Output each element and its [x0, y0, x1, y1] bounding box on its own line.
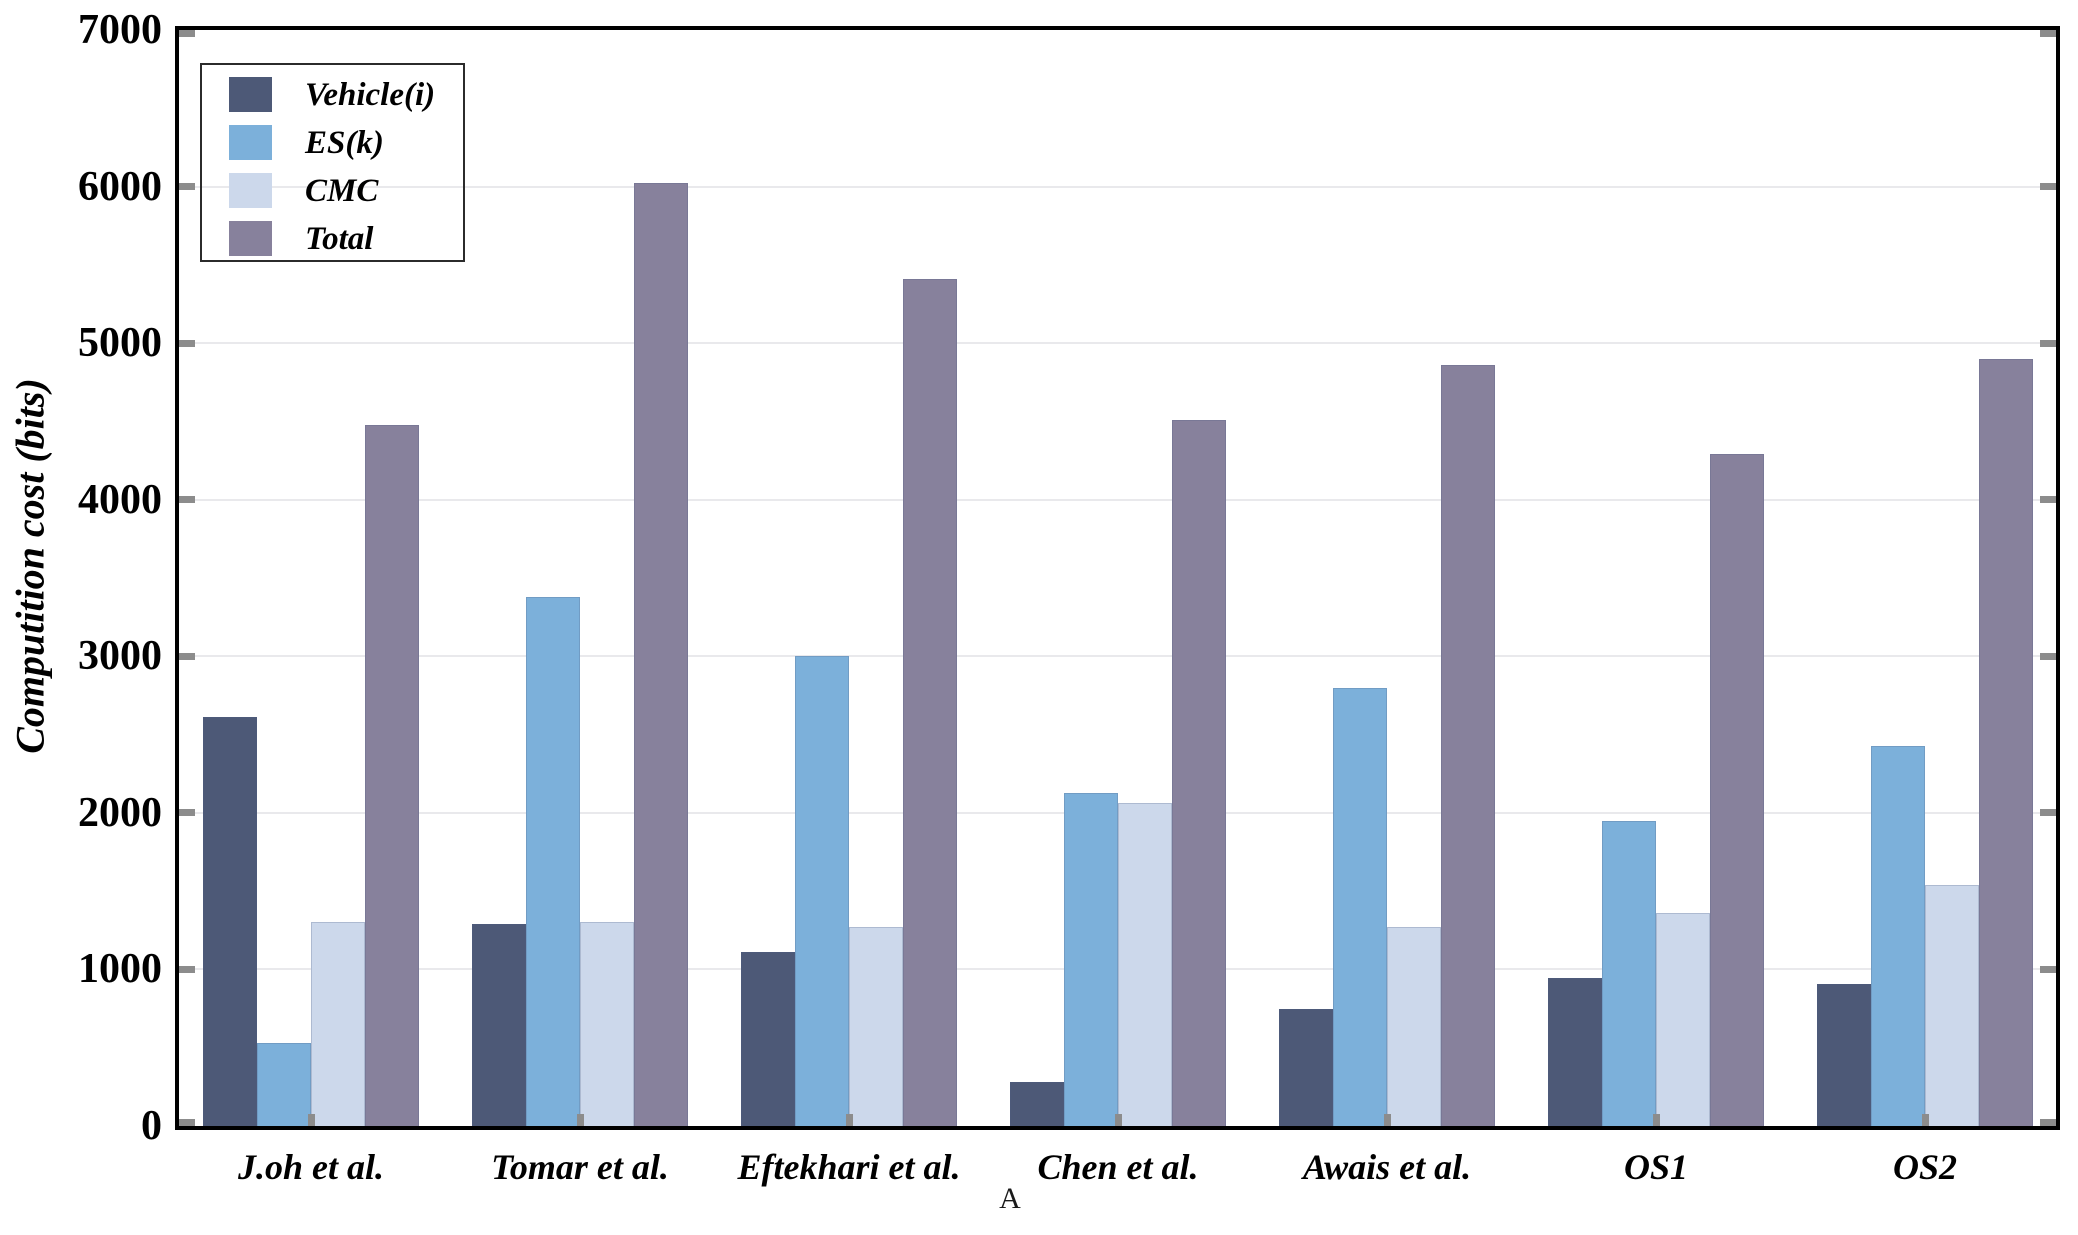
- bar-total-awais-et-al: [1441, 365, 1495, 1126]
- bar-vehicle-i-os2: [1817, 983, 1871, 1126]
- y-tick-right-5000: [2040, 339, 2056, 347]
- y-tick-right-1000: [2040, 965, 2056, 973]
- legend-swatch-vehicle-i: [229, 77, 272, 112]
- legend-item-vehicle-i: Vehicle(i): [202, 75, 463, 119]
- y-tick-left-5000: [179, 339, 195, 347]
- gridline-4000: [179, 498, 2056, 501]
- legend-item-total: Total: [202, 219, 463, 263]
- y-tick-label-3000: 3000: [78, 633, 162, 680]
- y-tick-right-0: [2040, 1119, 2056, 1126]
- bar-es-k-os1: [1602, 820, 1656, 1126]
- bar-cmc-tomar-et-al: [580, 922, 634, 1126]
- legend-swatch-total: [229, 221, 272, 256]
- x-tick-label-os1: OS1: [1623, 1147, 1689, 1187]
- legend-label-total: Total: [305, 221, 374, 257]
- bar-total-os2: [1979, 358, 2033, 1126]
- legend-item-es-k: ES(k): [202, 123, 463, 167]
- bar-total-os1: [1710, 454, 1764, 1126]
- y-tick-left-0: [179, 1119, 195, 1126]
- legend: Vehicle(i) ES(k) CMC Total: [200, 63, 465, 262]
- bar-es-k-os2: [1871, 745, 1925, 1126]
- legend-swatch-cmc: [229, 173, 272, 208]
- bar-vehicle-i-chen-et-al: [1010, 1082, 1064, 1126]
- y-tick-label-1000: 1000: [78, 946, 162, 993]
- gridline-5000: [179, 342, 2056, 345]
- gridline-6000: [179, 185, 2056, 188]
- bar-vehicle-i-j-oh-et-al: [203, 717, 257, 1126]
- x-tick-os1: [1652, 1114, 1660, 1126]
- x-tick-eftekhari-et-al: [845, 1114, 853, 1126]
- x-tick-label-awais-et-al: Awais et al.: [1302, 1147, 1472, 1187]
- x-tick-awais-et-al: [1383, 1114, 1391, 1126]
- y-tick-label-4000: 4000: [78, 476, 162, 523]
- x-tick-label-chen-et-al: Chen et al.: [1037, 1147, 1199, 1187]
- y-tick-left-3000: [179, 652, 195, 660]
- legend-label-vehicle-i: Vehicle(i): [305, 77, 436, 113]
- bar-es-k-eftekhari-et-al: [795, 656, 849, 1126]
- x-tick-label-eftekhari-et-al: Eftekhari et al.: [737, 1147, 961, 1187]
- y-tick-left-7000: [179, 30, 195, 37]
- bar-cmc-eftekhari-et-al: [849, 927, 903, 1126]
- y-tick-label-5000: 5000: [78, 320, 162, 367]
- bar-cmc-os2: [1925, 884, 1979, 1126]
- y-tick-right-2000: [2040, 809, 2056, 817]
- y-tick-left-6000: [179, 183, 195, 191]
- bar-cmc-awais-et-al: [1387, 927, 1441, 1126]
- y-tick-left-4000: [179, 496, 195, 504]
- y-tick-label-0: 0: [141, 1103, 162, 1149]
- gridline-3000: [179, 655, 2056, 658]
- x-tick-label-tomar-et-al: Tomar et al.: [491, 1147, 669, 1187]
- bar-es-k-awais-et-al: [1333, 687, 1387, 1126]
- bar-total-j-oh-et-al: [365, 424, 419, 1126]
- x-tick-label-os2: OS2: [1892, 1147, 1958, 1187]
- bar-cmc-os1: [1656, 913, 1710, 1126]
- legend-label-es-k: ES(k): [305, 125, 384, 161]
- bar-total-chen-et-al: [1172, 419, 1226, 1126]
- bar-vehicle-i-eftekhari-et-al: [741, 952, 795, 1126]
- y-tick-label-7000: 7000: [78, 7, 162, 53]
- bar-vehicle-i-tomar-et-al: [472, 924, 526, 1126]
- x-tick-os2: [1921, 1114, 1929, 1126]
- y-tick-right-6000: [2040, 183, 2056, 191]
- bar-total-tomar-et-al: [634, 183, 688, 1126]
- x-tick-tomar-et-al: [576, 1114, 584, 1126]
- plot-area: [175, 26, 2060, 1130]
- subfigure-caption: A: [999, 1182, 1021, 1215]
- legend-label-cmc: CMC: [305, 173, 379, 209]
- bar-es-k-j-oh-et-al: [257, 1043, 311, 1126]
- x-tick-label-j-oh-et-al: J.oh et al.: [237, 1147, 385, 1187]
- y-tick-left-1000: [179, 965, 195, 973]
- y-axis-title: Computition cost (bits): [7, 378, 53, 754]
- bar-es-k-tomar-et-al: [526, 596, 580, 1126]
- y-tick-left-2000: [179, 809, 195, 817]
- y-tick-label-2000: 2000: [78, 789, 162, 836]
- bar-cmc-chen-et-al: [1118, 803, 1172, 1126]
- y-tick-label-6000: 6000: [78, 163, 162, 210]
- bar-cmc-j-oh-et-al: [311, 922, 365, 1126]
- x-tick-chen-et-al: [1114, 1114, 1122, 1126]
- x-tick-j-oh-et-al: [307, 1114, 315, 1126]
- legend-item-cmc: CMC: [202, 171, 463, 215]
- y-tick-right-3000: [2040, 652, 2056, 660]
- y-tick-right-4000: [2040, 496, 2056, 504]
- bar-es-k-chen-et-al: [1064, 792, 1118, 1126]
- bar-vehicle-i-awais-et-al: [1279, 1008, 1333, 1126]
- bar-vehicle-i-os1: [1548, 978, 1602, 1126]
- y-tick-right-7000: [2040, 30, 2056, 37]
- legend-swatch-es-k: [229, 125, 272, 160]
- bar-total-eftekhari-et-al: [903, 278, 957, 1126]
